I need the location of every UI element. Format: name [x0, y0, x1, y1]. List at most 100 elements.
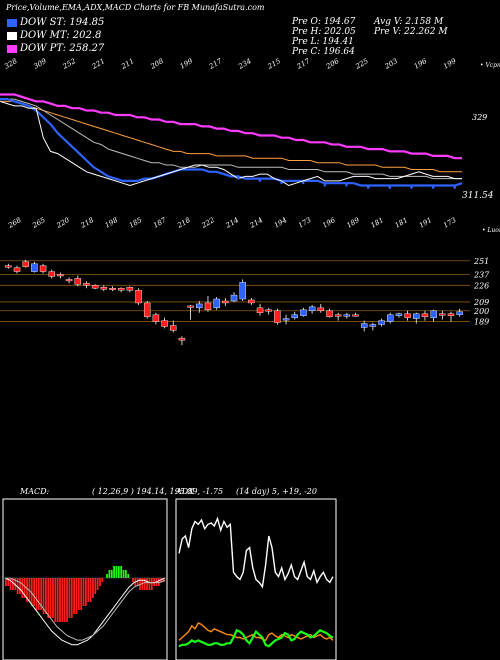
volume-top-label: 196 [413, 57, 429, 71]
volume-top-label: 215 [266, 57, 283, 71]
volume-marker [431, 186, 435, 189]
volume-top-label: 328 [3, 57, 19, 71]
candle-body [282, 318, 290, 321]
candle-body [161, 320, 168, 327]
candle-body [135, 289, 142, 304]
macd-bar [77, 578, 80, 610]
macd-bar [56, 578, 59, 622]
macd-bar [16, 578, 19, 594]
price-top-label: 189 [345, 216, 361, 230]
macd-bar [75, 578, 78, 614]
macd-bar [30, 578, 33, 606]
candle-body [421, 313, 429, 317]
macd-bar [110, 570, 113, 578]
candle-body [83, 283, 90, 286]
candle-body [178, 338, 186, 341]
volume-level-label: 311.54 [462, 191, 494, 201]
macd-bar [157, 578, 160, 586]
macd-bar [92, 578, 94, 598]
candle-body [439, 313, 446, 316]
macd-bar [96, 578, 99, 590]
volume-marker [323, 183, 327, 187]
macd-bar [143, 578, 146, 590]
macd-bar [7, 578, 10, 586]
macd-bar [82, 578, 85, 606]
ema-line [0, 100, 462, 187]
volume-top-label: 221 [90, 57, 106, 71]
candle-body [100, 287, 108, 290]
macd-bar [35, 578, 38, 610]
candle-body [456, 311, 463, 315]
prev-high: Pre H: 202.05 [292, 27, 356, 37]
candle-body [300, 309, 307, 316]
ema-long-swatch [7, 45, 17, 53]
candle-body [256, 307, 264, 313]
adx-line [178, 516, 334, 589]
price-level-label: 200 [473, 307, 489, 316]
price-top-label: 198 [104, 216, 120, 230]
macd-bar [150, 578, 153, 590]
macd-bar [125, 570, 127, 578]
price-top-label: 196 [321, 216, 337, 230]
candle-body [413, 313, 420, 319]
price-level-label: 226 [473, 281, 489, 290]
volume-top-label: 206 [324, 57, 341, 71]
candle-body [143, 302, 151, 317]
price-top-label: 173 [297, 216, 313, 230]
macd-bar [108, 570, 111, 578]
volume-marker [410, 186, 413, 189]
prev-low: Pre L: 194.41 [292, 37, 354, 47]
macd-bar [54, 578, 57, 622]
volume-marker [280, 181, 283, 185]
candle-body [317, 307, 325, 311]
macd-bar [49, 578, 52, 618]
macd-values: ( 12,26,9 ) 194.14, 195.89, -1.75 [92, 487, 223, 496]
candle-body [291, 314, 298, 318]
macd-bar [21, 578, 24, 598]
macd-bar [89, 578, 92, 602]
candle-body [395, 313, 403, 316]
volume-marker [453, 186, 457, 189]
volume-axis-tag: • Vcpm [480, 62, 500, 69]
macd-bar [45, 578, 47, 614]
macd-bar [73, 578, 75, 614]
price-top-label: 218 [79, 216, 96, 230]
macd-bar [113, 566, 115, 578]
price-level-label: 251 [473, 257, 489, 266]
macd-bar [127, 574, 130, 578]
macd-bar [87, 578, 90, 602]
price-top-label: 194 [273, 216, 289, 230]
macd-bar [66, 578, 68, 622]
macd-bar [9, 578, 12, 590]
candle-body [378, 320, 385, 325]
price-top-label: 220 [54, 216, 71, 230]
price-level-label: 209 [473, 298, 489, 307]
candle-body [74, 278, 82, 285]
candle-body [343, 314, 351, 317]
candle-body [65, 279, 73, 282]
candle-body [447, 313, 455, 316]
candle-body [274, 310, 281, 323]
candle-body [386, 314, 394, 322]
macd-bar [101, 578, 104, 582]
volume-marker [345, 183, 348, 187]
ema-line [0, 93, 462, 160]
volume-top-label: 208 [148, 57, 165, 71]
macd-bar [94, 578, 97, 594]
macd-bar [115, 566, 118, 578]
candle-body [248, 299, 255, 304]
volume-level-label: 329 [472, 113, 487, 122]
price-axis-tag: • Luom [482, 227, 500, 234]
candle-body [326, 310, 333, 317]
candle-body [48, 271, 55, 277]
volume-marker [301, 181, 305, 185]
candle-body [196, 303, 203, 309]
candle-body [204, 302, 212, 311]
price-level-label: 189 [474, 318, 489, 327]
ema-mid-label: DOW MT: 202.8 [20, 30, 102, 41]
macd-bar [26, 578, 28, 602]
ema-long-label: DOW PT: 258.27 [20, 43, 105, 54]
volume-top-label: 217 [295, 57, 312, 71]
candle-body [360, 323, 368, 328]
volume-top-label: 199 [442, 57, 458, 71]
